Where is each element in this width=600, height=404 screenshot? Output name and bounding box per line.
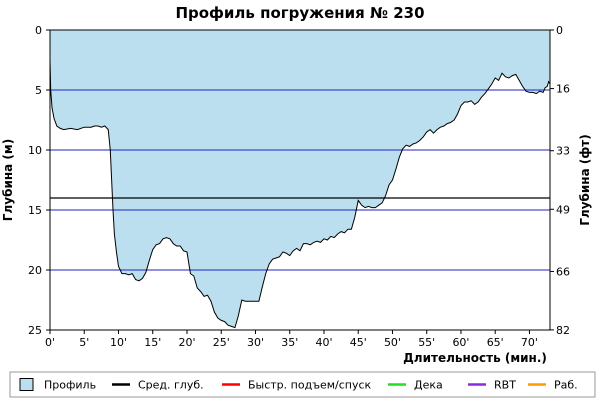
y-tick-label-right: 66	[556, 265, 570, 278]
y-tick-label-right: 16	[556, 83, 570, 96]
plot-frame	[49, 29, 551, 331]
legend-frame	[9, 371, 596, 398]
x-tick-label: 5'	[79, 336, 89, 349]
profile-area	[50, 30, 550, 328]
y-tick-label-right: 0	[556, 24, 563, 37]
plot-area: 0' 5' 10' 15' 20' 25' 30' 35' 40' 45' 50' 55' 60' 65'…	[28, 24, 570, 349]
x-tick-label: 10'	[110, 336, 127, 349]
y-tick-label-right: 82	[556, 324, 570, 337]
y-tick-label-left: 10	[28, 144, 42, 157]
x-tick-label: 25'	[213, 336, 230, 349]
x-axis-label: Длительность (мин.)	[403, 351, 547, 365]
y-tick-label-left: 15	[28, 204, 42, 217]
legend: Профиль Сред. глуб. Быстр. подъем/спуск Дек…	[9, 371, 596, 398]
y-tick-label-left: 5	[35, 84, 42, 97]
y-axis-label-left: Глубина (м)	[1, 139, 15, 221]
legend-swatch	[19, 378, 34, 391]
x-tick-label: 45'	[350, 336, 367, 349]
legend-label: Быстр. подъем/спуск	[248, 379, 372, 392]
chart-title: Профиль погружения № 230	[175, 4, 424, 22]
x-tick-label: 30'	[247, 336, 264, 349]
x-tick-label: 40'	[315, 336, 332, 349]
legend-label: Раб.	[554, 379, 578, 392]
x-tick-label: 15'	[144, 336, 161, 349]
y-tick-label-left: 0	[35, 24, 42, 37]
legend-label: Дека	[414, 379, 443, 392]
x-tick-label: 0'	[45, 336, 55, 349]
y-tick-label-right: 33	[556, 145, 570, 158]
legend-label: RBT	[494, 379, 516, 392]
y-tick-label-left: 20	[28, 264, 42, 277]
x-tick-label: 50'	[384, 336, 401, 349]
x-tick-label: 70'	[521, 336, 538, 349]
y-tick-label-right: 49	[556, 203, 570, 216]
x-tick-label: 35'	[281, 336, 298, 349]
legend-label: Сред. глуб.	[138, 379, 204, 392]
y-tick-label-left: 25	[28, 324, 42, 337]
x-tick-label: 55'	[418, 336, 435, 349]
profile-line	[49, 59, 551, 329]
x-tick-label: 65'	[487, 336, 504, 349]
x-tick-label: 20'	[178, 336, 195, 349]
x-tick-label: 60'	[452, 336, 469, 349]
legend-label: Профиль	[44, 379, 96, 392]
y-axis-label-right: Глубина (фт)	[578, 134, 592, 225]
